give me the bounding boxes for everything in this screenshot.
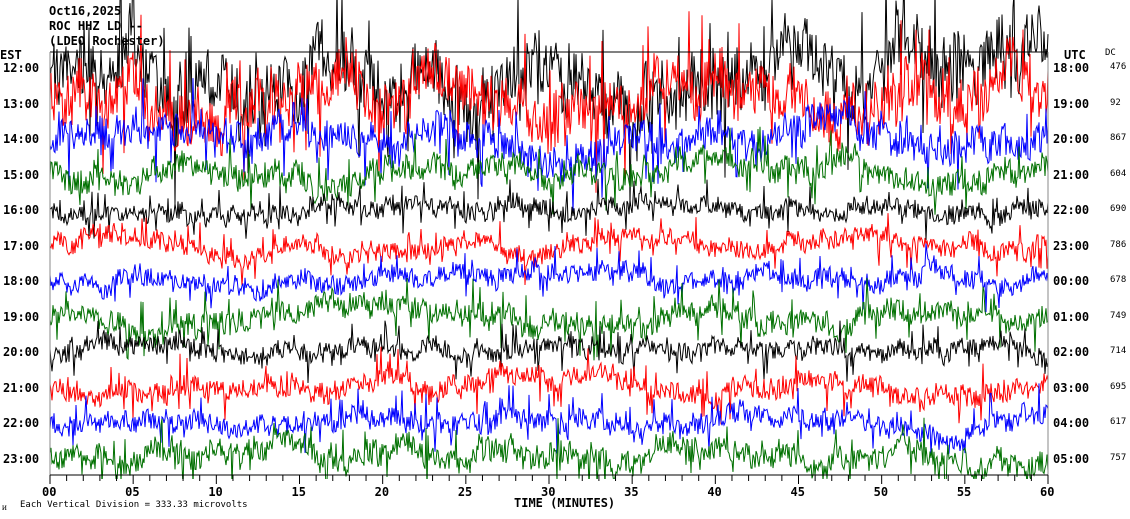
trace-1700 — [49, 213, 1049, 286]
left-time-label: 22:00 — [3, 416, 40, 430]
x-tick-label: 30 — [541, 485, 556, 499]
dc-value: 678 — [1110, 275, 1127, 285]
right-time-label: 01:00 — [1053, 309, 1090, 324]
left-time-label: 23:00 — [3, 451, 40, 466]
est-label: EST — [0, 48, 22, 62]
x-tick-label: 20 — [374, 485, 390, 499]
x-tick-label: 35 — [624, 485, 639, 499]
dc-label: DC — [1105, 48, 1116, 58]
left-time-label: 21:00 — [3, 380, 40, 395]
x-axis-title: TIME (MINUTES) — [514, 496, 616, 510]
x-tick-label: 10 — [208, 485, 223, 499]
trace-1900 — [49, 277, 1049, 361]
x-tick-label: 60 — [1040, 485, 1055, 499]
left-time-label: 18:00 — [3, 274, 40, 288]
trace-1600 — [49, 178, 1049, 241]
dc-value: 749 — [1110, 310, 1127, 321]
right-time-label: 00:00 — [1053, 274, 1090, 288]
dc-value: 617 — [1110, 417, 1127, 427]
x-tick-label: 25 — [457, 485, 473, 499]
left-time-label: 20:00 — [3, 345, 40, 359]
trace-2300 — [49, 417, 1049, 496]
x-tick-label: 15 — [291, 485, 306, 499]
right-time-label: 21:00 — [1053, 167, 1090, 182]
right-time-label: 02:00 — [1053, 345, 1090, 359]
title-network: (LDEO Rochester) — [49, 34, 165, 48]
left-time-label: 13:00 — [3, 96, 40, 111]
right-time-label: 19:00 — [1053, 96, 1090, 111]
dc-value: 92 — [1110, 97, 1121, 108]
corner-mark: ᴎ — [2, 503, 7, 513]
title-station: ROC HHZ LD -- — [49, 19, 143, 33]
dc-value: 604 — [1110, 168, 1127, 179]
title-date: Oct16,2025 — [49, 4, 122, 18]
trace-1500 — [49, 126, 1049, 215]
dc-value: 476 — [1110, 62, 1127, 72]
dc-value: 714 — [1110, 346, 1127, 356]
right-time-label: 22:00 — [1053, 203, 1090, 217]
dc-value: 690 — [1110, 204, 1127, 214]
right-time-label: 20:00 — [1053, 132, 1090, 146]
x-tick-label: 45 — [790, 485, 805, 499]
trace-2200 — [49, 383, 1049, 455]
left-time-label: 15:00 — [3, 167, 40, 182]
utc-label: UTC — [1064, 48, 1086, 62]
right-time-label: 18:00 — [1053, 61, 1090, 75]
left-time-label: 19:00 — [3, 309, 40, 324]
dc-value: 757 — [1110, 452, 1127, 463]
right-time-label: 05:00 — [1053, 451, 1090, 466]
left-time-label: 12:00 — [3, 61, 40, 75]
trace-1200 — [49, 0, 1049, 207]
left-time-label: 17:00 — [3, 238, 40, 253]
trace-1300 — [49, 11, 1049, 193]
trace-1400 — [49, 78, 1049, 214]
trace-2000 — [49, 320, 1049, 384]
trace-2100 — [49, 346, 1049, 425]
right-time-label: 04:00 — [1053, 416, 1090, 430]
header-mask — [0, 0, 49, 48]
x-tick-label: 40 — [707, 485, 722, 499]
footer-mask — [0, 479, 1130, 519]
dc-value: 695 — [1110, 381, 1127, 392]
x-tick-label: 50 — [873, 485, 889, 499]
right-time-label: 03:00 — [1053, 380, 1090, 395]
x-tick-label: 05 — [125, 485, 140, 499]
dc-value: 867 — [1110, 133, 1127, 143]
right-time-label: 23:00 — [1053, 238, 1090, 253]
left-time-label: 14:00 — [3, 132, 40, 146]
scale-note: Each Vertical Division = 333.33 microvol… — [20, 500, 248, 510]
dc-value: 786 — [1110, 239, 1127, 250]
x-tick-label: 55 — [956, 485, 972, 499]
trace-1800 — [49, 243, 1049, 313]
x-tick-label: 00 — [42, 485, 57, 499]
left-time-label: 16:00 — [3, 203, 40, 217]
